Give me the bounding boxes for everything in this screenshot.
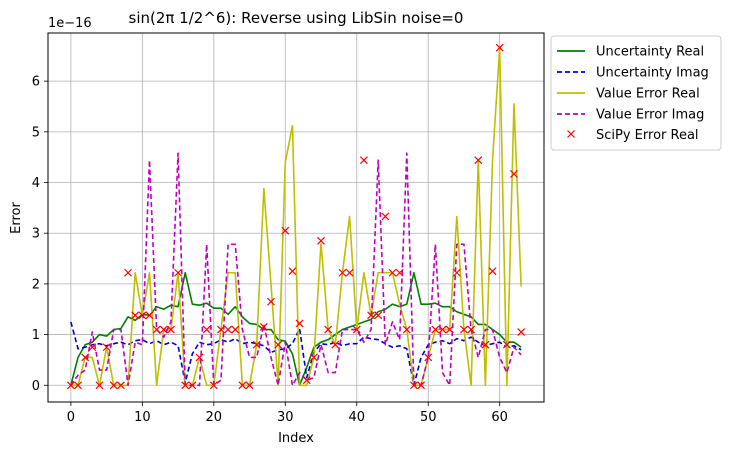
scipy-error-marker	[474, 156, 483, 165]
scipy-error-marker	[195, 353, 204, 362]
scipy-error-marker	[252, 340, 261, 349]
scipy-error-marker	[402, 325, 411, 334]
scipy-error-marker	[81, 353, 90, 362]
scipy-error-marker	[145, 311, 154, 320]
ticks: 0 10 20 30 40 50 60 0 1 2 3 4 5 6	[32, 75, 508, 425]
scipy-error-marker	[181, 381, 190, 390]
y-scale-offset: 1e−16	[48, 16, 92, 31]
chart-title: sin(2π 1/2^6): Reverse using LibSin nois…	[129, 9, 464, 27]
series-line-value-error-real	[70, 46, 522, 387]
scipy-error-marker	[116, 381, 125, 390]
scipy-error-marker	[324, 325, 333, 334]
scipy-error-marker	[338, 268, 347, 277]
scipy-error-marker	[259, 323, 268, 331]
y-tick-label: 2	[32, 277, 40, 292]
scipy-error-marker	[167, 325, 175, 334]
scipy-error-marker	[438, 325, 447, 334]
scipy-error-marker	[95, 381, 104, 390]
scipy-error-marker	[131, 311, 140, 320]
scipy-error-marker	[309, 353, 318, 362]
scipy-error-marker	[460, 325, 468, 334]
scipy-error-marker	[88, 343, 97, 352]
scipy-error-marker	[209, 381, 218, 390]
scipy-error-marker	[302, 376, 311, 385]
scipy-error-marker	[381, 212, 390, 221]
x-axis-label: Index	[278, 431, 314, 446]
scipy-error-marker	[202, 325, 211, 334]
scipy-error-marker	[66, 381, 75, 390]
scipy-error-marker	[374, 311, 383, 320]
scipy-error-marker	[152, 325, 161, 334]
scipy-error-marker	[238, 381, 247, 390]
legend-label-uncertainty-imag: Uncertainty Imag	[596, 66, 709, 81]
scipy-error-marker	[488, 267, 497, 276]
scipy-error-marker	[367, 311, 375, 320]
x-tick-label: 50	[420, 410, 437, 425]
scipy-error-marker	[102, 343, 111, 352]
scipy-error-marker	[452, 268, 461, 277]
scipy-error-marker	[502, 340, 511, 349]
scipy-error-marker	[109, 381, 118, 390]
x-tick-label: 10	[134, 410, 151, 425]
x-tick-label: 30	[277, 410, 294, 425]
scipy-error-marker	[352, 325, 361, 334]
scipy-error-marker	[517, 328, 526, 336]
legend-label-value-error-real: Value Error Real	[596, 87, 700, 102]
y-tick-label: 5	[32, 125, 40, 140]
legend: Uncertainty Real Uncertainty Imag Value …	[550, 35, 722, 151]
scipy-error-marker	[424, 353, 433, 362]
y-tick-label: 3	[32, 227, 40, 242]
scipy-error-marker	[431, 325, 440, 334]
scipy-error-marker	[224, 325, 233, 334]
scipy-error-marker	[481, 340, 490, 349]
scipy-error-marker	[495, 43, 504, 52]
scipy-error-marker	[359, 156, 368, 165]
y-tick-label: 4	[32, 176, 40, 191]
series-line-value-error-imag	[70, 152, 522, 387]
legend-label-value-error-imag: Value Error Imag	[596, 108, 704, 123]
x-tick-label: 40	[348, 410, 365, 425]
series-line-uncertainty-imag	[70, 321, 522, 387]
scipy-error-marker	[410, 381, 418, 390]
scipy-error-marker	[231, 325, 240, 334]
scipy-error-marker	[288, 267, 297, 276]
scipy-error-marker	[467, 325, 476, 334]
scipy-error-marker	[138, 311, 147, 320]
scipy-error-marker	[317, 236, 325, 245]
scipy-error-marker	[395, 268, 404, 277]
scipy-error-marker	[331, 340, 340, 349]
series-layer	[70, 46, 522, 387]
scipy-error-marker	[295, 319, 304, 328]
scipy-error-marker	[74, 381, 82, 390]
scipy-error-marker	[445, 325, 454, 334]
y-tick-label: 6	[32, 75, 40, 90]
scipy-error-marker	[174, 268, 182, 277]
scipy-error-marker	[267, 297, 275, 306]
scipy-error-marker	[345, 268, 354, 277]
scipy-error-marker	[217, 325, 225, 334]
scipy-error-marker	[417, 381, 425, 390]
scipy-error-marker	[188, 381, 197, 390]
y-tick-label: 1	[32, 328, 40, 343]
x-tick-label: 60	[491, 410, 508, 425]
y-tick-label: 0	[32, 379, 40, 394]
y-axis-label: Error	[9, 202, 24, 234]
scipy-error-marker	[124, 268, 132, 277]
scipy-error-marker	[245, 381, 254, 390]
x-tick-label: 0	[67, 410, 75, 425]
scipy-error-marker	[281, 226, 290, 235]
scipy-error-marker	[510, 169, 518, 178]
x-tick-label: 20	[206, 410, 223, 425]
marker-layer	[66, 43, 526, 390]
legend-label-scipy-error-real: SciPy Error Real	[596, 128, 699, 143]
legend-frame	[550, 35, 722, 151]
scipy-error-marker	[159, 325, 168, 334]
scipy-error-marker	[388, 268, 397, 277]
plot-frame	[47, 32, 545, 403]
legend-label-uncertainty-real: Uncertainty Real	[596, 45, 704, 60]
series-line-uncertainty-real	[70, 271, 522, 387]
scipy-error-marker	[274, 340, 283, 349]
legend-swatch-scipy-error-real	[567, 130, 575, 138]
